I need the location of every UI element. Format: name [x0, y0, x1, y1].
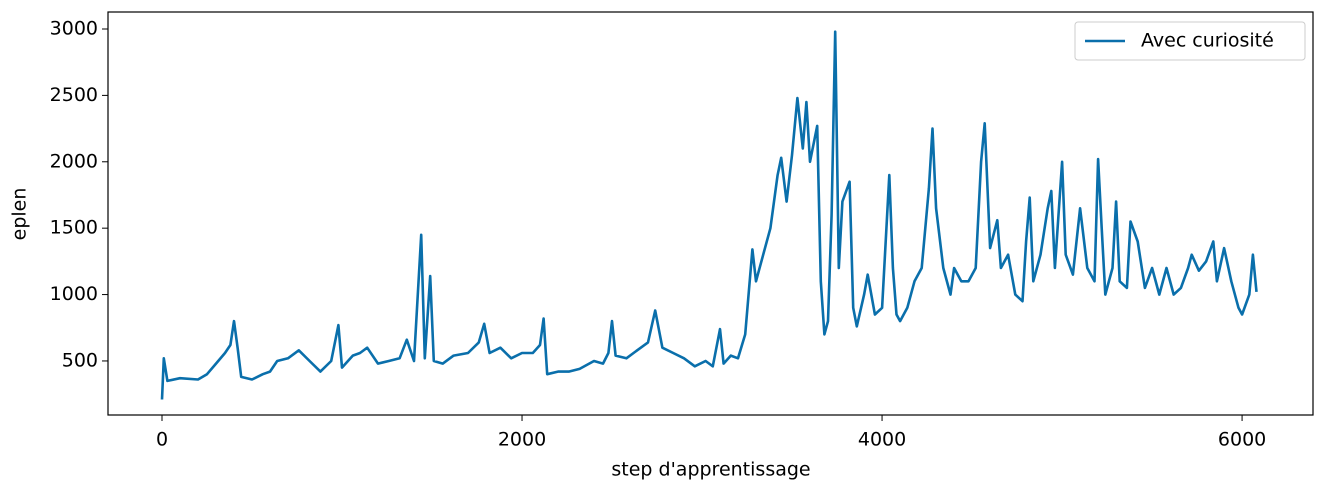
x-tick-label: 6000 — [1218, 429, 1266, 451]
y-tick-label: 500 — [62, 349, 98, 371]
y-tick-label: 3000 — [50, 17, 98, 39]
plot-frame — [107, 11, 1314, 416]
x-tick-label: 4000 — [858, 429, 906, 451]
x-tick-label: 0 — [156, 429, 168, 451]
line-series — [160, 30, 1258, 400]
y-tick-label: 2500 — [50, 84, 98, 106]
y-tick-label: 2000 — [50, 150, 98, 172]
y-axis-label: eplen — [9, 188, 31, 241]
y-tick-label: 1000 — [50, 283, 98, 305]
x-axis-label: step d'apprentissage — [611, 459, 810, 481]
y-tick-label: 1500 — [50, 217, 98, 239]
legend-label: Avec curiosité — [1141, 30, 1274, 52]
legend-box — [1074, 21, 1306, 61]
x-tick-label: 2000 — [498, 429, 546, 451]
